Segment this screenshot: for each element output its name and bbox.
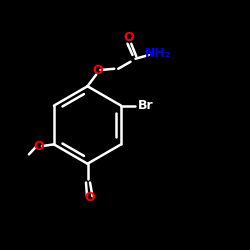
Text: NH₂: NH₂ bbox=[144, 47, 171, 60]
Text: O: O bbox=[85, 191, 95, 204]
Text: O: O bbox=[92, 64, 103, 76]
Text: O: O bbox=[123, 31, 134, 44]
Text: O: O bbox=[34, 140, 44, 153]
Text: Br: Br bbox=[138, 99, 153, 112]
